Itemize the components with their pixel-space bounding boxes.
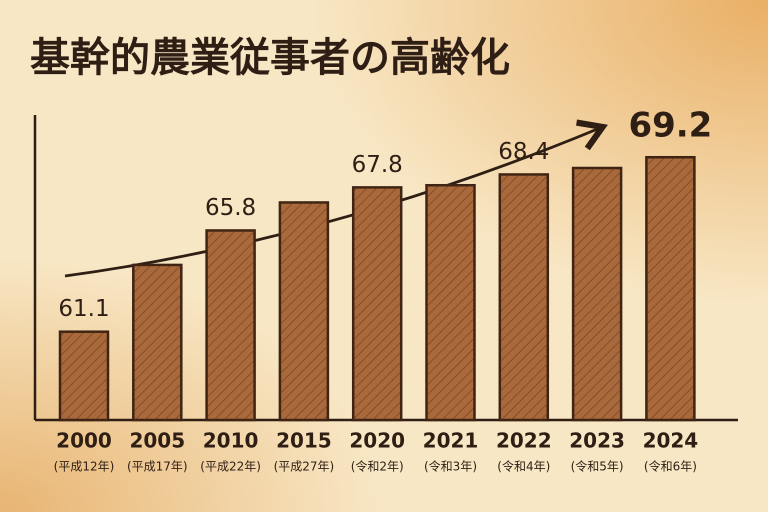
x-tick-label: 2024 [643, 429, 699, 453]
x-tick-label: 2021 [423, 429, 479, 453]
bar-hatch [646, 157, 695, 420]
chart-title: 基幹的農業従事者の高齢化 [30, 35, 510, 81]
x-tick-sublabel: (令和4年) [497, 459, 550, 474]
data-label: 68.4 [498, 139, 549, 165]
bars: 61.1 2000 (平成12年) 2005 (平成17年) 65.8 2010 (平成22年… [54, 106, 713, 474]
x-tick-sublabel: (令和3年) [424, 459, 477, 474]
data-label: 69.2 [628, 106, 712, 146]
x-tick-label: 2010 [203, 429, 259, 453]
x-tick-label: 2000 [56, 429, 112, 453]
x-tick-label: 2015 [276, 429, 332, 453]
x-tick-sublabel: (平成12年) [54, 460, 115, 474]
bar-hatch [353, 187, 402, 420]
data-label: 65.8 [205, 195, 256, 221]
bar-hatch [279, 202, 328, 420]
bar-hatch [206, 230, 255, 420]
x-tick-label: 2020 [349, 429, 405, 453]
bar-hatch [573, 168, 622, 420]
x-tick-sublabel: (平成27年) [274, 460, 335, 474]
x-tick-sublabel: (令和2年) [351, 459, 404, 474]
bar-hatch [426, 185, 475, 420]
x-tick-label: 2005 [129, 429, 185, 453]
bar-hatch [499, 174, 548, 420]
data-label: 61.1 [58, 296, 109, 322]
x-tick-label: 2023 [569, 429, 625, 453]
x-tick-label: 2022 [496, 429, 552, 453]
data-label: 67.8 [352, 152, 403, 178]
bar-hatch [133, 264, 182, 420]
x-tick-sublabel: (令和5年) [571, 459, 624, 474]
x-tick-sublabel: (令和6年) [644, 459, 697, 474]
x-tick-sublabel: (平成17年) [127, 460, 188, 474]
x-tick-sublabel: (平成22年) [200, 460, 261, 474]
bar-hatch [60, 331, 108, 420]
